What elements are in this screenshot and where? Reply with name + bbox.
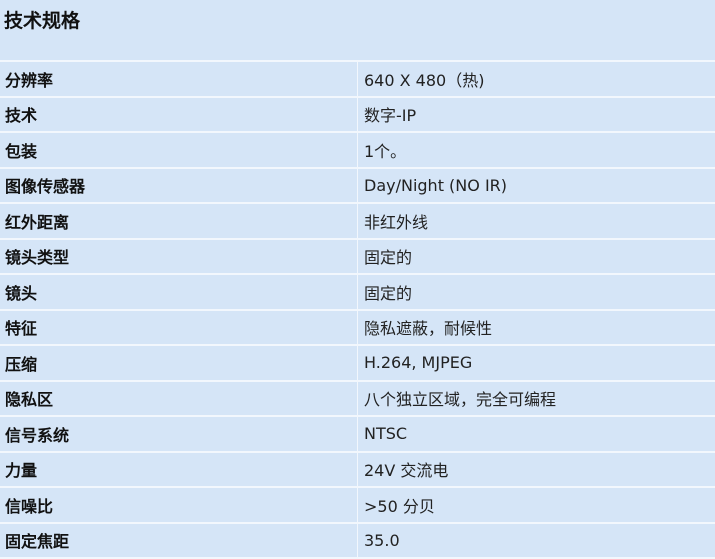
spec-value: 1个。 xyxy=(358,132,715,168)
spec-label: 包装 xyxy=(0,132,358,168)
spec-value: NTSC xyxy=(358,416,715,452)
spec-label: 隐私区 xyxy=(0,381,358,417)
spec-label: 压缩 xyxy=(0,345,358,381)
spec-value: 非红外线 xyxy=(358,203,715,239)
spec-label: 力量 xyxy=(0,452,358,488)
spec-value: 数字-IP xyxy=(358,97,715,133)
table-row: 镜头类型固定的 xyxy=(0,239,715,275)
table-row: 隐私区八个独立区域，完全可编程 xyxy=(0,381,715,417)
table-row: 红外距离非红外线 xyxy=(0,203,715,239)
table-row: 技术数字-IP xyxy=(0,97,715,133)
spec-label: 信号系统 xyxy=(0,416,358,452)
table-row: 特征隐私遮蔽，耐候性 xyxy=(0,310,715,346)
spec-value: >50 分贝 xyxy=(358,487,715,523)
spec-value: 八个独立区域，完全可编程 xyxy=(358,381,715,417)
spec-label: 镜头 xyxy=(0,274,358,310)
table-row: 镜头固定的 xyxy=(0,274,715,310)
spec-label: 图像传感器 xyxy=(0,168,358,204)
spec-value: 固定的 xyxy=(358,274,715,310)
table-row: 信噪比>50 分贝 xyxy=(0,487,715,523)
spec-value: 640 X 480（热) xyxy=(358,62,715,97)
spec-value: 24V 交流电 xyxy=(358,452,715,488)
spec-value: 固定的 xyxy=(358,239,715,275)
spec-value: 隐私遮蔽，耐候性 xyxy=(358,310,715,346)
spec-label: 技术 xyxy=(0,97,358,133)
spec-label: 红外距离 xyxy=(0,203,358,239)
spec-label: 特征 xyxy=(0,310,358,346)
spec-label: 固定焦距 xyxy=(0,523,358,559)
section-title: 技术规格 xyxy=(0,0,715,62)
spec-value: 35.0 xyxy=(358,523,715,559)
spec-value: Day/Night (NO IR) xyxy=(358,168,715,204)
spec-label: 镜头类型 xyxy=(0,239,358,275)
spec-label: 信噪比 xyxy=(0,487,358,523)
spec-value: H.264, MJPEG xyxy=(358,345,715,381)
spec-label: 分辨率 xyxy=(0,62,358,97)
